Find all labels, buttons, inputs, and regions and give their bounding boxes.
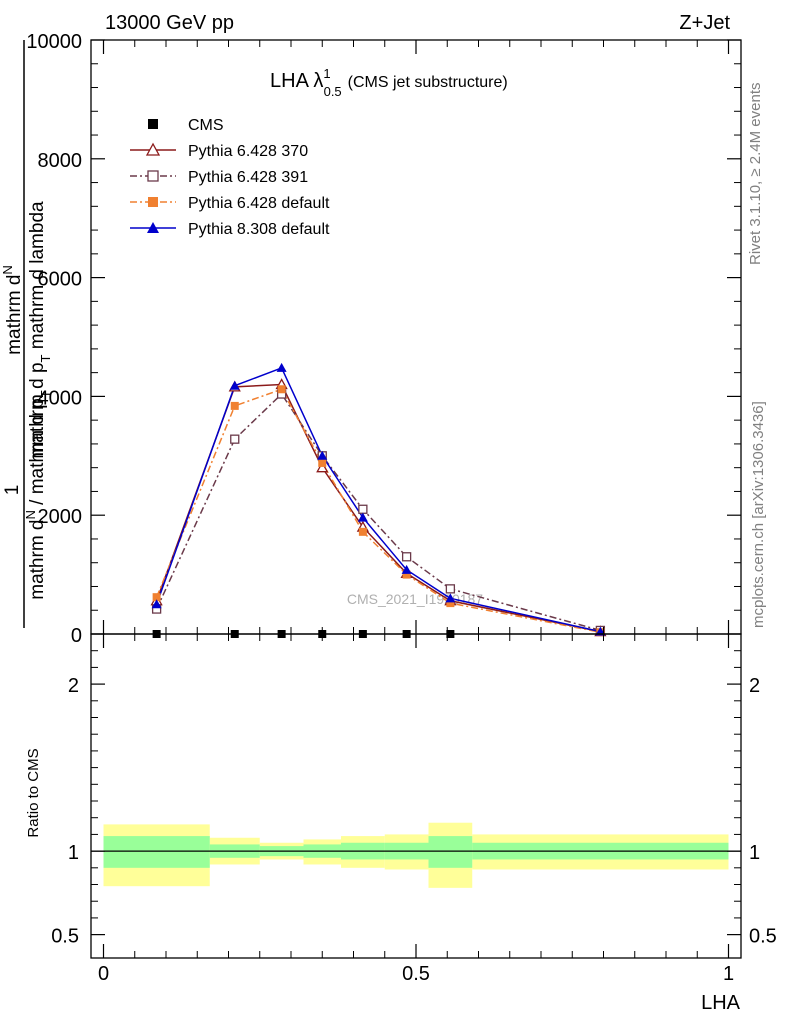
band-stat-bin-0 [103, 836, 210, 868]
main-ytick-label-4: 8000 [38, 150, 83, 172]
point-pythia-6-428-391-6 [445, 584, 456, 594]
ratio-ytick-label-left-0: 0.5 [51, 926, 79, 948]
point-pythia-8-308-default-3 [317, 450, 328, 460]
process-label: Z+Jet [679, 12, 730, 34]
point-pythia-6-428-default-0 [152, 593, 161, 602]
legend-marker-pythia-6-428-370 [145, 142, 161, 156]
band-stat-bin-6 [428, 836, 473, 868]
ratio-frame [90, 633, 742, 959]
point-pythia-6-428-default-5 [402, 570, 411, 579]
ratio-ytick-label-right-2: 2 [749, 675, 760, 697]
main-ytick-label-2: 4000 [38, 387, 83, 409]
ratio-ytick-label-right-0: 0.5 [749, 926, 777, 948]
rivet-label: Rivet 3.1.10, ≥ 2.4M events [747, 83, 764, 266]
legend-label-pythia-6-428-370: Pythia 6.428 370 [188, 143, 308, 160]
point-pythia-6-428-391-1 [230, 434, 240, 444]
y-label-ratio: Ratio to CMS [25, 748, 42, 837]
y-label-main-inner-top: 1 [2, 485, 23, 496]
ratio-ytick-label-left-1: 1 [68, 842, 79, 864]
ratio-ytick-label-left-2: 2 [68, 675, 79, 697]
main-axes: 0 2000 4000 6000 8000 10000 [26, 31, 742, 647]
ratio-axes: 0 0.5 1 0.5 0.5 1 1 2 2 [51, 40, 777, 985]
ratio-xtick-label-2: 1 [723, 963, 734, 985]
point-pythia-6-428-391-5 [401, 552, 412, 562]
main-ytick-label-1: 2000 [38, 506, 83, 528]
point-pythia-6-428-391-4 [358, 504, 368, 514]
watermark: CMS_2021_I1920187 [347, 591, 483, 607]
y-label-main-outer-bottom: mathrm d pT mathrm d lambda [27, 201, 53, 459]
y-label-main-inner-bottom: mathrm dN / mathrm d pT [23, 390, 53, 600]
ratio-bands [103, 822, 729, 888]
point-pythia-8-308-default-4 [357, 512, 368, 522]
y-axis-label-main: mathrm dN mathrm d pT mathrm d lambda 1 … [0, 40, 53, 628]
point-pythia-8-308-default-0 [151, 599, 162, 609]
point-pythia-6-428-default-3 [318, 458, 327, 467]
point-pythia-6-428-370-3 [316, 461, 329, 473]
main-ytick-label-5: 10000 [26, 31, 82, 53]
series-line-pythia-8-308-default [155, 366, 601, 633]
series-line-pythia-6-428-default [155, 388, 601, 633]
legend-label-pythia-8-308-default: Pythia 8.308 default [188, 221, 330, 238]
legend-marker-pythia-6-428-default [148, 197, 158, 207]
ratio-xtick-label-0: 0 [98, 963, 109, 985]
series-line-pythia-6-428-391 [155, 392, 601, 632]
point-pythia-6-428-default-6 [446, 599, 455, 608]
ratio-ytick-label-right-1: 1 [749, 842, 760, 864]
main-ytick-label-3: 6000 [38, 269, 83, 291]
point-pythia-6-428-default-4 [358, 527, 367, 536]
legend: CMS Pythia 6.428 370 Pythia 6.428 391 Pythi… [130, 117, 330, 238]
legend-marker-cms [148, 119, 158, 129]
point-pythia-8-308-default-6 [445, 593, 456, 603]
mcplots-label: mcplots.cern.ch [arXiv:1306.3436] [750, 401, 767, 628]
ratio-xtick-label-1: 0.5 [402, 963, 430, 985]
legend-marker-pythia-8-308-default [147, 222, 159, 233]
point-pythia-6-428-default-2 [277, 385, 286, 394]
main-ytick-label-0: 0 [71, 625, 82, 647]
point-pythia-8-308-default-2 [276, 362, 287, 372]
point-pythia-8-308-default-1 [229, 380, 240, 390]
legend-label-pythia-6-428-default: Pythia 6.428 default [188, 195, 330, 212]
main-title: LHA λ1 0.5(CMS jet substructure) [270, 66, 508, 99]
legend-marker-pythia-6-428-391 [147, 170, 159, 182]
legend-label-pythia-6-428-391: Pythia 6.428 391 [188, 169, 308, 186]
main-series-lines [155, 366, 601, 633]
legend-label-cms: CMS [188, 117, 224, 134]
y-label-main-outer-top: mathrm dN [0, 265, 25, 355]
energy-label: 13000 GeV pp [105, 12, 234, 34]
x-axis-label: LHA [701, 992, 741, 1014]
point-pythia-6-428-default-1 [230, 401, 239, 410]
point-pythia-8-308-default-5 [401, 564, 412, 574]
